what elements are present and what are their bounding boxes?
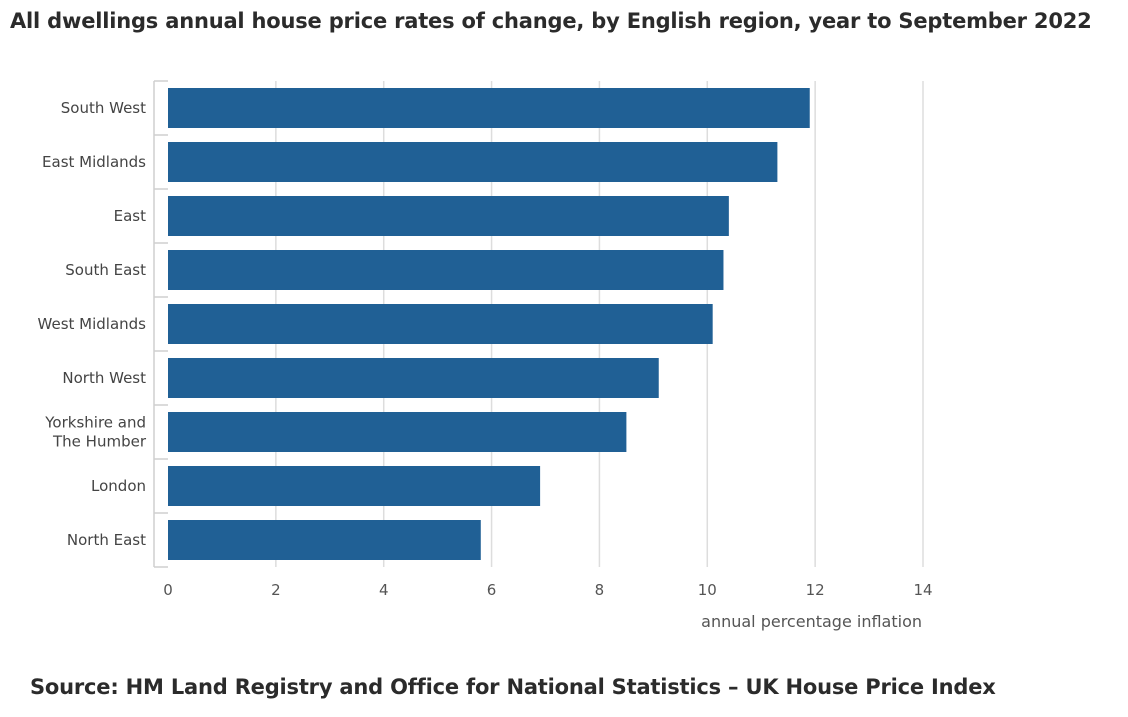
x-tick-label: 8: [595, 581, 605, 599]
category-label: East Midlands: [42, 153, 146, 171]
bars: [168, 88, 810, 560]
x-axis-label: annual percentage inflation: [701, 612, 922, 631]
category-label: West Midlands: [38, 315, 147, 333]
source-note: Source: HM Land Registry and Office for …: [30, 675, 996, 699]
category-label: East: [114, 207, 146, 225]
category-axis: [153, 80, 168, 568]
x-tick-label: 6: [487, 581, 497, 599]
category-label: North East: [67, 531, 146, 549]
bar: [168, 412, 627, 452]
chart-title: All dwellings annual house price rates o…: [10, 9, 1092, 33]
x-tick-label: 12: [806, 581, 825, 599]
category-label: South West: [61, 99, 146, 117]
category-label: London: [91, 477, 146, 495]
x-tick-label: 0: [163, 581, 173, 599]
bar: [168, 88, 810, 128]
x-tick-label: 10: [698, 581, 717, 599]
bar: [168, 250, 724, 290]
bar: [168, 142, 778, 182]
category-labels: South West East Midlands East South East Wes…: [38, 99, 147, 549]
category-label: North West: [62, 369, 146, 387]
bar: [168, 304, 713, 344]
x-tick-labels: 0 2 4 6 8 10 12 14: [163, 581, 932, 599]
bar: [168, 466, 541, 506]
category-label: Yorkshire and The Humber: [44, 414, 147, 451]
bar: [168, 358, 659, 398]
bar: [168, 196, 729, 236]
category-label: South East: [65, 261, 146, 279]
x-tick-label: 2: [271, 581, 281, 599]
bar: [168, 520, 481, 560]
x-tick-label: 14: [913, 581, 932, 599]
x-tick-label: 4: [379, 581, 389, 599]
